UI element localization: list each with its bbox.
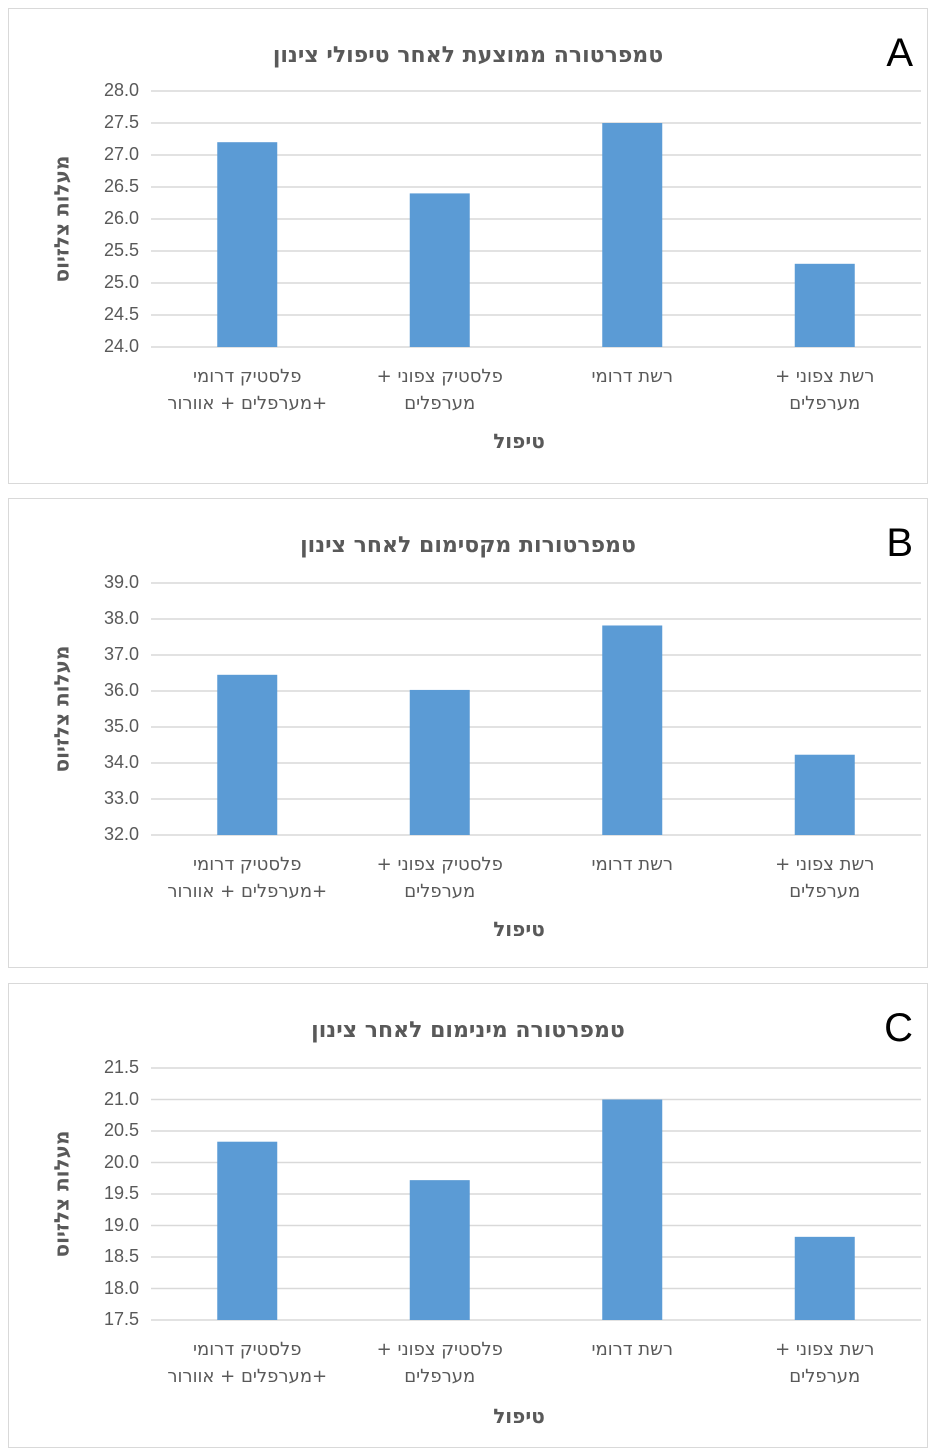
chart-panel-a: A טמפרטורה ממוצעת לאחר טיפולי צינון 24.0 24… — [8, 8, 928, 484]
bar — [794, 754, 855, 835]
category-label: רשת צפוני + מערפלים — [725, 1336, 925, 1390]
x-axis-title-c: טיפול — [493, 1404, 545, 1428]
plot-area-a — [151, 90, 921, 348]
chart-title-c: טמפרטורה מינימום לאחר צינון — [311, 1018, 625, 1043]
panel-letter-b: B — [886, 521, 913, 565]
chart-title-a: טמפרטורה ממוצעת לאחר טיפולי צינון — [272, 43, 664, 68]
category-label: פלסטיק צפוני + מערפלים — [340, 851, 540, 905]
y-tick-label: 33.0 — [103, 788, 139, 808]
category-label-line: רשת דרומי — [591, 1339, 674, 1360]
y-tick-label: 28.0 — [103, 80, 139, 100]
bar — [602, 1099, 663, 1320]
bar — [217, 142, 278, 347]
y-tick-label: 39.0 — [103, 572, 139, 592]
y-tick-label: 35.0 — [103, 716, 139, 736]
category-label-line: רשת דרומי — [591, 854, 674, 875]
category-label-line: מערפלים — [404, 393, 476, 414]
y-tick-label: 25.5 — [103, 240, 139, 260]
category-label-line: מערפלים — [789, 1366, 861, 1387]
y-tick-label: 32.0 — [103, 824, 139, 844]
y-tick-label: 20.5 — [103, 1120, 139, 1140]
category-label-line: פלסטיק דרומי — [193, 366, 302, 387]
category-label: רשת דרומי — [532, 1336, 732, 1363]
category-label-line: פלסטיק צפוני + — [376, 854, 503, 875]
plot-area-c — [151, 1067, 921, 1321]
category-label-line: רשת צפוני + — [775, 366, 875, 387]
y-tick-label: 21.0 — [103, 1088, 139, 1109]
bar — [409, 689, 470, 835]
y-tick-label: 20.0 — [103, 1151, 139, 1172]
bar — [217, 1141, 278, 1320]
bar — [794, 1236, 855, 1320]
chart-title-b: טמפרטורות מקסימום לאחר צינון — [300, 533, 636, 558]
chart-panel-c: C טמפרטורה מינימום לאחר צינון 17.5 18.0 18.5… — [8, 983, 928, 1448]
category-label-line: +מערפלים + אוורור — [167, 881, 328, 902]
category-label-line: פלסטיק צפוני + — [376, 366, 503, 387]
category-label: רשת דרומי — [532, 851, 732, 878]
category-label: פלסטיק דרומי +מערפלים + אוורור — [147, 363, 347, 417]
y-tick-label: 34.0 — [103, 752, 139, 772]
y-tick-label: 19.0 — [103, 1214, 139, 1235]
category-label-line: רשת דרומי — [591, 366, 674, 387]
y-tick-label: 37.0 — [103, 644, 139, 664]
y-tick-label: 18.5 — [103, 1246, 139, 1266]
y-tick-label: 18.0 — [103, 1277, 139, 1298]
category-label: פלסטיק דרומי +מערפלים + אוורור — [147, 1336, 347, 1390]
bar — [794, 263, 855, 347]
category-label-line: מערפלים — [789, 393, 861, 414]
x-axis-title-a: טיפול — [493, 429, 545, 453]
category-label-line: רשת צפוני + — [775, 1339, 875, 1360]
panel-letter-a: A — [886, 31, 913, 75]
bar — [602, 123, 663, 347]
y-tick-label: 27.5 — [103, 112, 139, 132]
bar — [409, 193, 470, 347]
category-label: פלסטיק דרומי +מערפלים + אוורור — [147, 851, 347, 905]
y-tick-label: 25.0 — [103, 272, 139, 292]
y-tick-label: 26.0 — [103, 208, 139, 228]
y-tick-label: 26.5 — [103, 176, 139, 196]
category-label-line: +מערפלים + אוורור — [167, 1366, 328, 1387]
y-tick-label: 21.5 — [103, 1057, 139, 1077]
bar — [602, 625, 663, 835]
panel-letter-c: C — [884, 1006, 913, 1050]
category-label-line: פלסטיק דרומי — [193, 1339, 302, 1360]
category-label: רשת צפוני + מערפלים — [725, 851, 925, 905]
y-tick-label: 38.0 — [103, 608, 139, 628]
category-label: פלסטיק צפוני + מערפלים — [340, 1336, 540, 1390]
y-tick-label: 19.5 — [103, 1183, 139, 1203]
y-tick-label: 24.5 — [103, 304, 139, 324]
y-tick-label: 36.0 — [103, 680, 139, 700]
y-tick-label: 17.5 — [103, 1309, 139, 1329]
y-axis-title-a: מעלות צלזיוס — [48, 155, 73, 283]
category-label: פלסטיק צפוני + מערפלים — [340, 363, 540, 417]
y-tick-label: 27.0 — [103, 144, 139, 164]
category-label-line: פלסטיק צפוני + — [376, 1339, 503, 1360]
y-axis-title-b: מעלות צלזיוס — [48, 645, 73, 773]
x-axis-title-b: טיפול — [493, 917, 545, 941]
category-label: רשת דרומי — [532, 363, 732, 390]
category-label-line: רשת צפוני + — [775, 854, 875, 875]
category-label-line: פלסטיק דרומי — [193, 854, 302, 875]
category-label-line: מערפלים — [404, 881, 476, 902]
category-label-line: מערפלים — [789, 881, 861, 902]
plot-area-b — [151, 582, 921, 836]
category-label-line: +מערפלים + אוורור — [167, 393, 328, 414]
category-label-line: מערפלים — [404, 1366, 476, 1387]
bar — [409, 1180, 470, 1320]
y-tick-label: 24.0 — [103, 336, 139, 356]
bar — [217, 674, 278, 835]
chart-panel-b: B טמפרטורות מקסימום לאחר צינון 32.0 33.0 34.… — [8, 498, 928, 968]
y-axis-title-c: מעלות צלזיוס — [48, 1130, 73, 1258]
category-label: רשת צפוני + מערפלים — [725, 363, 925, 417]
